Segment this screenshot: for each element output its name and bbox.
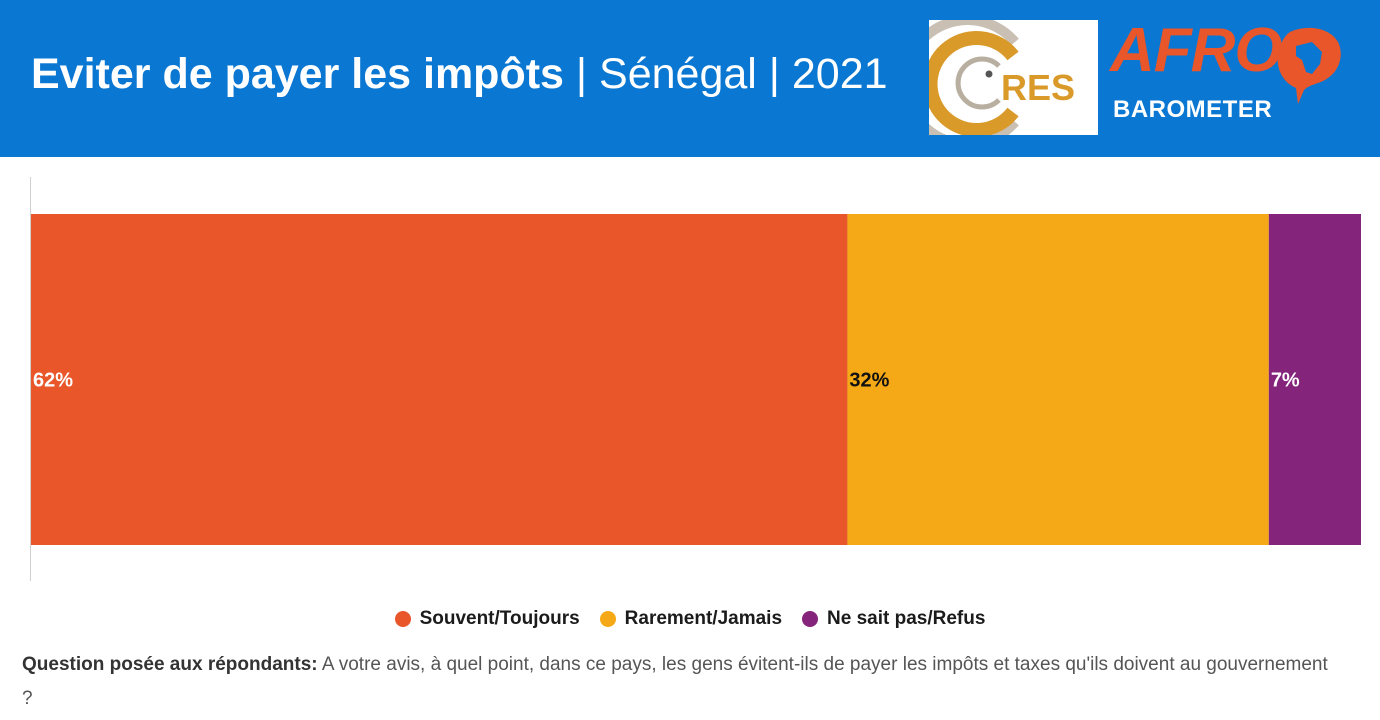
cres-logo: RES — [929, 20, 1098, 135]
question-text: A votre avis, à quel point, dans ce pays… — [22, 654, 1328, 709]
stacked-bar-chart: 62% 32% 7% — [30, 177, 1361, 581]
bar-segment-2 — [1268, 214, 1361, 545]
legend-item-rarement: Rarement/Jamais — [599, 608, 783, 630]
title-subtitle: | Sénégal | 2021 — [563, 50, 888, 98]
afro-wordmark: AFRO — [1110, 16, 1283, 85]
question-label: Question posée aux répondants: — [22, 654, 318, 675]
legend-label-souvent: Souvent/Toujours — [419, 608, 580, 629]
legend-swatch-ne-sait-pas — [802, 611, 819, 627]
question-note: Question posée aux répondants: A votre a… — [22, 648, 1342, 716]
legend-label-rarement: Rarement/Jamais — [624, 608, 783, 629]
data-labels: 62% 32% 7% — [33, 370, 1300, 392]
legend-swatch-souvent — [394, 611, 411, 627]
bar-segments — [31, 214, 1361, 545]
data-label-2: 7% — [1271, 370, 1300, 392]
barometer-wordmark: BAROMETER — [1113, 96, 1273, 123]
legend-swatch-rarement — [599, 611, 616, 627]
legend-item-ne-sait-pas: Ne sait pas/Refus — [802, 608, 985, 630]
bar-segment-1 — [847, 214, 1269, 545]
chart-legend: Souvent/Toujours Rarement/Jamais Ne sait… — [0, 608, 1380, 630]
chart-title: Eviter de payer les impôts | Sénégal | 2… — [31, 50, 888, 99]
data-label-1: 32% — [849, 370, 889, 392]
header-banner: Eviter de payer les impôts | Sénégal | 2… — [0, 0, 1380, 157]
bar-segment-0 — [31, 214, 848, 545]
afrobarometer-logo: AFRO BAROMETER — [1110, 20, 1345, 128]
title-main: Eviter de payer les impôts — [31, 50, 564, 98]
data-label-0: 62% — [33, 370, 73, 392]
legend-item-souvent: Souvent/Toujours — [394, 608, 580, 630]
legend-label-ne-sait-pas: Ne sait pas/Refus — [827, 608, 986, 629]
cres-logo-text: RES — [1001, 67, 1075, 108]
